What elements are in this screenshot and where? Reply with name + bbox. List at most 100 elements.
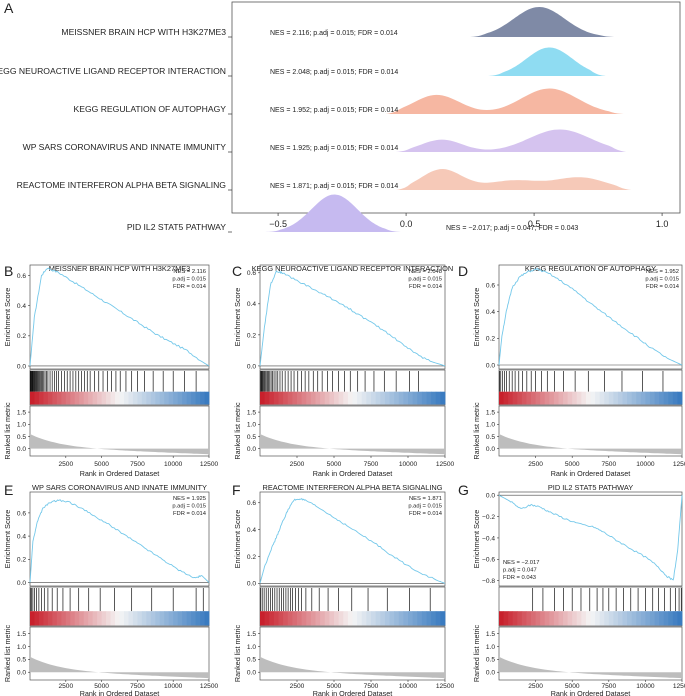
rank-heat-cell	[398, 611, 404, 626]
metric-area	[499, 434, 682, 455]
rank-heat-cell	[431, 611, 437, 626]
x-tick-label: 7500	[364, 683, 379, 690]
es-frame	[498, 264, 683, 370]
metric-frame	[29, 626, 210, 681]
rank-heat-cell	[283, 391, 289, 405]
rank-heat-cell	[101, 391, 107, 405]
rank-heat-cell	[43, 611, 49, 626]
hits-frame	[29, 586, 210, 627]
hits-frame	[498, 586, 683, 627]
rank-heat-cell	[371, 611, 377, 626]
rank-heat-cell	[79, 611, 85, 626]
stats-line: NES = 2.048	[409, 269, 442, 275]
y-tick-label: 0.5	[486, 434, 495, 441]
y-tick-label: 0.2	[17, 333, 26, 340]
rank-heat-cell	[310, 391, 316, 405]
stats-line: p.adj = 0.047	[503, 568, 537, 574]
x-tick-label: 1.0	[656, 219, 669, 229]
es-frame	[29, 264, 210, 370]
rank-heat-cell	[123, 391, 129, 405]
rank-heat-cell	[338, 611, 344, 626]
stats-line: NES = 1.952	[646, 269, 679, 275]
x-tick-label: 10000	[399, 461, 418, 468]
metric-area	[260, 656, 445, 679]
stats-line: FDR = 0.043	[503, 575, 536, 581]
ridge-label: KEGG REGULATION OF AUTOPHAGY	[74, 104, 227, 114]
x-tick-label: 12500	[436, 461, 455, 468]
rank-heat-cell	[200, 611, 205, 626]
stats-line: FDR = 0.014	[646, 284, 680, 290]
ridge-density	[470, 7, 616, 37]
rank-heat-cell	[499, 391, 504, 405]
rank-heat-cell	[195, 611, 201, 626]
rank-heat-cell	[604, 391, 610, 405]
rank-heat-cell	[297, 391, 303, 405]
rank-heat-cell	[526, 611, 532, 626]
rank-heat-cell	[173, 611, 179, 626]
y-tick-label: 0.5	[247, 434, 256, 441]
rank-heat-cell	[334, 391, 340, 405]
rank-heat-cell	[74, 611, 80, 626]
y-tick-label: 1.0	[17, 644, 26, 651]
rank-heat-cell	[585, 611, 591, 626]
rank-heat-cell	[576, 391, 582, 405]
x-tick-label: 0.0	[400, 219, 413, 229]
rank-heat-cell	[608, 391, 614, 405]
rank-heat-cell	[343, 611, 349, 626]
rank-heat-cell	[677, 611, 683, 626]
y-axis-label: Enrichment Score	[233, 288, 242, 347]
rank-heat-cell	[535, 611, 541, 626]
metric-axis-label: Ranked list metric	[3, 402, 12, 460]
rank-heat-cell	[595, 391, 601, 405]
rank-heat-cell	[627, 391, 633, 405]
rank-heat-cell	[38, 611, 44, 626]
rank-heat-cell	[640, 391, 646, 405]
rank-heat-cell	[260, 611, 266, 626]
rank-heat-cell	[269, 391, 275, 405]
panel-letter: C	[232, 263, 242, 279]
x-tick-label: 5000	[565, 683, 580, 690]
rank-heat-cell	[563, 611, 569, 626]
metric-frame	[259, 405, 446, 457]
rank-heat-cell	[110, 391, 116, 405]
stats-line: p.adj = 0.015	[408, 504, 442, 510]
rank-heat-cell	[389, 391, 395, 405]
rank-heat-cell	[83, 611, 89, 626]
ridge-label: REACTOME INTERFERON ALPHA BETA SIGNALING	[17, 180, 227, 190]
gsea-panel-g: G PID IL2 STAT5 PATHWAY 0.0 −0.2 −0.4 −0.6 −0.…	[458, 482, 685, 696]
rank-heat-cell	[115, 391, 120, 405]
enrichment-curve	[259, 497, 446, 584]
rank-heat-cell	[173, 391, 179, 405]
stats-line: NES = 2.116	[173, 269, 206, 275]
rank-heat-cell	[61, 391, 67, 405]
x-tick-label: 12500	[200, 683, 219, 690]
y-tick-label: 1.5	[17, 409, 26, 416]
rank-heat-cell	[431, 391, 437, 405]
panel-letter: D	[458, 263, 468, 279]
ridge-label: PID IL2 STAT5 PATHWAY	[127, 222, 226, 232]
x-axis-label: Rank in Ordered Dataset	[551, 689, 631, 696]
rank-heat-cell	[572, 391, 578, 405]
rank-heat-cell	[567, 611, 573, 626]
rank-heat-cell	[34, 391, 40, 405]
rank-heat-cell	[512, 611, 518, 626]
rank-heat-cell	[186, 611, 192, 626]
y-tick-label: −0.2	[482, 514, 495, 521]
rank-heat-cell	[394, 391, 400, 405]
rank-heat-cell	[352, 611, 358, 626]
rank-heat-cell	[287, 391, 293, 405]
rank-heat-cell	[287, 611, 293, 626]
rank-heat-cell	[380, 611, 386, 626]
y-tick-label: 1.0	[486, 644, 495, 651]
x-tick-label: 5000	[565, 461, 580, 468]
y-tick-label: 1.0	[247, 422, 256, 429]
y-tick-label: 0.2	[486, 336, 495, 343]
rank-heat-cell	[52, 391, 58, 405]
rank-heat-cell	[43, 391, 49, 405]
rank-heat-cell	[177, 611, 183, 626]
stats-line: FDR = 0.014	[173, 511, 207, 517]
rank-heat-cell	[306, 391, 312, 405]
stats-line: p.adj = 0.015	[172, 277, 206, 283]
y-tick-label: 1.0	[17, 422, 26, 429]
rank-heat-cell	[278, 391, 284, 405]
